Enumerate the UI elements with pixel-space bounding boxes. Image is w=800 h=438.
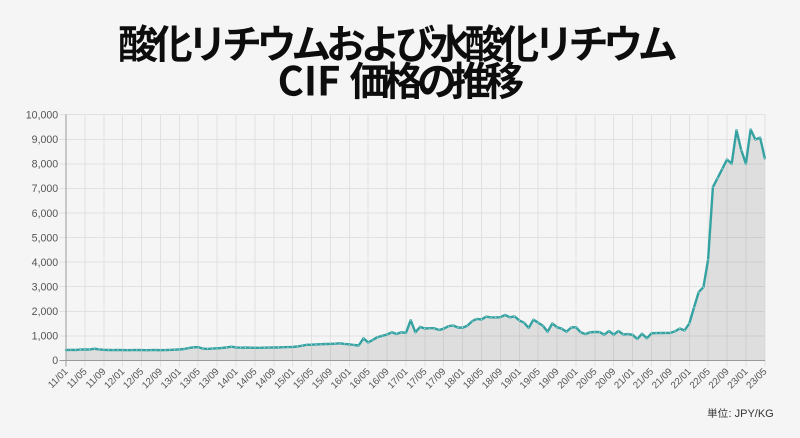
svg-text:10,000: 10,000: [26, 110, 59, 122]
svg-text:4,000: 4,000: [32, 257, 59, 269]
svg-text:: JPY/KG: : JPY/KG: [729, 408, 774, 420]
svg-text:7,000: 7,000: [32, 183, 59, 195]
svg-text:8,000: 8,000: [32, 159, 59, 171]
svg-text:3,000: 3,000: [32, 282, 59, 294]
svg-text:9,000: 9,000: [32, 134, 59, 146]
svg-text:1,000: 1,000: [32, 331, 59, 343]
svg-text:0: 0: [52, 355, 58, 367]
svg-text:5,000: 5,000: [32, 232, 59, 244]
svg-text:2,000: 2,000: [32, 306, 59, 318]
svg-text:6,000: 6,000: [32, 208, 59, 220]
